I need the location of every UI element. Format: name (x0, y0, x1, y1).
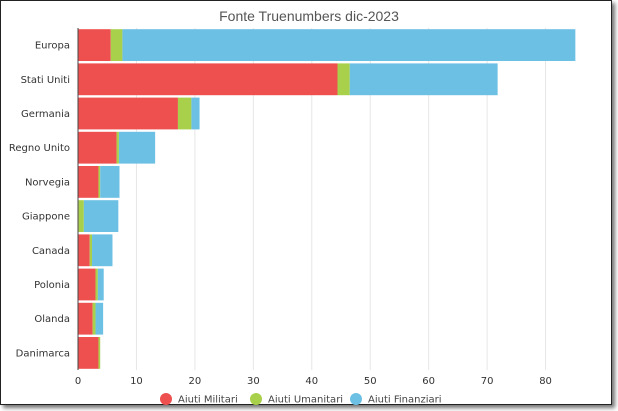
bar-segment (337, 63, 350, 96)
category-label: Germania (21, 109, 70, 120)
bar-segment (78, 29, 111, 62)
x-tick-label: 50 (364, 376, 377, 387)
bar-segment (118, 131, 156, 164)
category-label: Giappone (22, 212, 70, 223)
x-tick-label: 10 (130, 376, 143, 387)
bar-segment (78, 97, 178, 130)
bar-segment (89, 234, 93, 267)
bar-segment (122, 29, 576, 62)
bar-segment (110, 29, 123, 62)
x-tick-label: 20 (189, 376, 202, 387)
legend-label: Aiuti Finanziari (368, 395, 442, 406)
bar-segment (177, 97, 192, 130)
bar-segment (78, 234, 90, 267)
x-tick-label: 60 (422, 376, 435, 387)
bar-segment (78, 302, 93, 335)
bar-segment (78, 63, 338, 96)
legend-swatch (160, 393, 172, 405)
legend-swatch (250, 393, 262, 405)
x-tick-labels: 0 10 20 30 40 50 60 70 80 (75, 376, 552, 387)
bar-segment (100, 165, 120, 198)
category-label: Polonia (34, 280, 70, 291)
legend-label: Aiuti Militari (178, 395, 238, 406)
bars (78, 29, 576, 369)
category-label: Olanda (34, 314, 70, 325)
bar-segment (98, 165, 101, 198)
bar-segment (78, 131, 117, 164)
category-labels: Europa Stati Uniti Germania Regno Unito Norv… (9, 41, 70, 360)
x-tick-label: 30 (247, 376, 260, 387)
category-label: Stati Uniti (21, 75, 70, 86)
bar-segment (97, 268, 104, 301)
chart-title: Fonte Truenumbers dic-2023 (219, 8, 399, 24)
x-tick-label: 0 (75, 376, 81, 387)
bar-segment (95, 268, 98, 301)
bar-segment (83, 200, 119, 233)
bar-segment (95, 302, 104, 335)
x-tick-label: 40 (305, 376, 318, 387)
legend-swatch (350, 393, 362, 405)
category-label: Europa (35, 41, 70, 52)
category-label: Danimarca (16, 348, 70, 359)
bar-segment (78, 165, 99, 198)
x-tick-label: 70 (481, 376, 494, 387)
bar-segment (92, 234, 113, 267)
category-label: Norvegia (25, 177, 70, 188)
legend-label: Aiuti Umanitari (268, 395, 343, 406)
category-label: Regno Unito (9, 143, 70, 154)
category-label: Canada (32, 246, 70, 257)
bar-segment (349, 63, 498, 96)
bar-segment (78, 268, 96, 301)
bar-segment (78, 200, 84, 233)
bar-segment (191, 97, 200, 130)
bar-segment (78, 336, 99, 369)
bar-segment (92, 302, 96, 335)
legend: Aiuti Militari Aiuti Umanitari Aiuti Finan… (160, 393, 442, 406)
x-tick-label: 80 (539, 376, 552, 387)
bar-segment (98, 336, 101, 369)
bar-segment (116, 131, 119, 164)
